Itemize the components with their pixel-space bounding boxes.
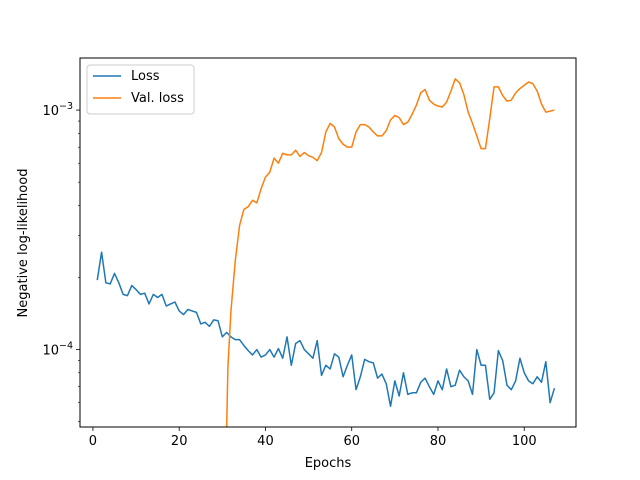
x-tick-label: 0 xyxy=(89,434,97,449)
y-axis-ticks: 10−410−3 xyxy=(42,101,80,422)
legend-label-val-loss: Val. loss xyxy=(131,91,184,106)
series-layer xyxy=(96,78,556,427)
y-axis-label: Negative log-likelihood xyxy=(16,169,31,318)
series-line-val-loss xyxy=(225,78,555,427)
y-tick-label: 10−4 xyxy=(42,341,73,359)
series-line-loss xyxy=(96,251,556,407)
x-tick-label: 60 xyxy=(343,434,360,449)
x-tick-label: 80 xyxy=(430,434,447,449)
x-axis-ticks: 0 20 40 60 80 100 xyxy=(89,427,537,449)
x-axis-label: Epochs xyxy=(305,456,352,471)
legend-box xyxy=(86,64,195,115)
x-tick-label: 20 xyxy=(171,434,188,449)
legend-label-loss: Loss xyxy=(131,69,160,84)
y-tick-base: 10 xyxy=(42,104,59,119)
legend: Loss Val. loss xyxy=(86,64,195,115)
plot-frame xyxy=(79,57,577,428)
y-tick-label: 10−3 xyxy=(42,101,73,119)
y-tick-exponent: −3 xyxy=(59,101,73,112)
x-tick-label: 100 xyxy=(512,434,537,449)
y-tick-exponent: −4 xyxy=(59,341,73,352)
y-tick-base: 10 xyxy=(42,344,59,359)
x-tick-label: 40 xyxy=(257,434,274,449)
